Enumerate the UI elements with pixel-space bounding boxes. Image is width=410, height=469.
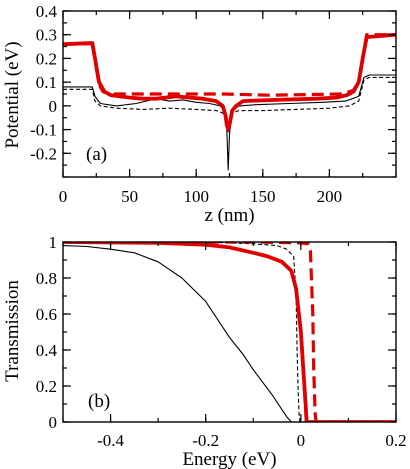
- x-tick-label: 0: [297, 431, 306, 450]
- x-tick-label: 150: [250, 187, 276, 206]
- series-line-thin-dashed: [63, 242, 396, 422]
- x-tick-label: 50: [121, 187, 138, 206]
- y-tick-label: 0.1: [36, 73, 57, 92]
- y-tick-label: 1: [49, 233, 58, 252]
- series-line-thick-dashed: [63, 242, 396, 422]
- series-line-thick-dashed: [63, 33, 396, 97]
- y-tick-label: 0.6: [36, 305, 57, 324]
- x-tick-label: 200: [317, 187, 343, 206]
- y-tick-label: 0.2: [36, 49, 57, 68]
- series-line-thin-dashed: [63, 76, 396, 133]
- y-tick-label: -0.2: [30, 144, 57, 163]
- y-axis-label: Transmission: [2, 280, 23, 382]
- y-tick-label: 0: [49, 413, 58, 432]
- x-tick-label: 0: [59, 187, 68, 206]
- y-tick-label: 0.3: [36, 26, 57, 45]
- plot-frame: [62, 241, 397, 423]
- y-tick-label: -0.1: [30, 121, 57, 140]
- series-group: [63, 242, 396, 422]
- series-group: [63, 32, 396, 171]
- y-tick-label: 0.4: [36, 2, 58, 21]
- series-line-thin-solid: [63, 245, 396, 422]
- panel-label: (b): [88, 391, 110, 412]
- panel-a-potential: 0 50 100 150 200 -0.2 -0.1 0 0.1 0.2 0.3 0.4 z (nm) P…: [2, 2, 397, 226]
- y-tick-label: 0.2: [36, 377, 57, 396]
- y-axis-label: Potential (eV): [2, 41, 23, 148]
- y-tick-label: 0.4: [36, 341, 58, 360]
- y-tick-label: 0.8: [36, 269, 57, 288]
- x-tick-label: -0.4: [97, 431, 124, 450]
- series-line-thick-solid: [63, 32, 396, 132]
- panel-label: (a): [86, 144, 107, 165]
- panel-b-transmission: -0.4 -0.2 0 0.2 0 0.2 0.4 0.6 0.8 1 Energy (eV) Tra…: [2, 233, 407, 469]
- x-tick-label: -0.2: [192, 431, 219, 450]
- x-axis-label: z (nm): [204, 205, 254, 226]
- x-tick-label: 100: [183, 187, 209, 206]
- x-axis-label: Energy (eV): [182, 449, 276, 469]
- series-line-thick-solid: [63, 242, 396, 422]
- x-tick-label: 0.2: [385, 431, 406, 450]
- y-tick-label: 0: [49, 97, 58, 116]
